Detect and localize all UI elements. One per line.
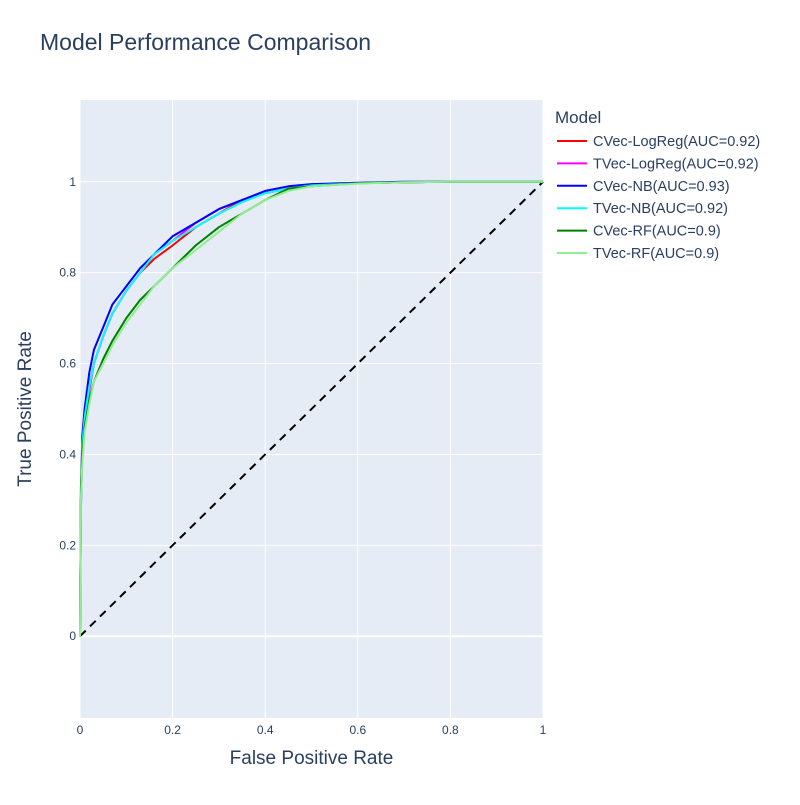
y-tick-label: 0.2 xyxy=(59,538,76,552)
x-tick-label: 0 xyxy=(77,723,84,737)
tick-labels: 0 0.2 0.4 0.6 0.8 1 0 0.2 0.4 0.6 0.8 1 xyxy=(59,175,546,737)
reference-line-layer xyxy=(79,181,544,637)
legend-label: CVec-RF(AUC=0.9) xyxy=(593,224,721,240)
x-tick-label: 0.2 xyxy=(164,723,181,737)
y-tick-label: 0.6 xyxy=(59,357,76,371)
y-tick-label: 0.4 xyxy=(59,447,76,461)
x-tick-label: 0.8 xyxy=(442,723,459,737)
y-tick-label: 1 xyxy=(69,175,76,189)
x-tick-label: 1 xyxy=(540,723,547,737)
legend-item[interactable]: CVec-LogReg(AUC=0.92) xyxy=(557,134,760,150)
y-tick-label: 0.8 xyxy=(59,266,76,280)
legend: Model CVec-LogReg(AUC=0.92) TVec-LogReg(A… xyxy=(555,108,760,262)
legend-label: TVec-LogReg(AUC=0.92) xyxy=(593,156,759,172)
reference-diagonal-line xyxy=(79,181,544,637)
legend-item[interactable]: CVec-NB(AUC=0.93) xyxy=(557,179,730,195)
legend-item[interactable]: TVec-LogReg(AUC=0.92) xyxy=(557,156,759,172)
legend-label: TVec-RF(AUC=0.9) xyxy=(593,246,719,262)
series-line-5 xyxy=(79,180,543,637)
legend-item[interactable]: TVec-NB(AUC=0.92) xyxy=(557,201,728,217)
grid-lines xyxy=(79,100,544,718)
x-tick-label: 0.6 xyxy=(349,723,366,737)
chart-title: Model Performance Comparison xyxy=(40,29,371,55)
legend-label: CVec-LogReg(AUC=0.92) xyxy=(593,134,760,150)
legend-title: Model xyxy=(555,108,601,127)
x-axis-label: False Positive Rate xyxy=(230,748,394,769)
legend-items: CVec-LogReg(AUC=0.92) TVec-LogReg(AUC=0.9… xyxy=(557,134,760,262)
y-tick-label: 0 xyxy=(69,629,76,643)
x-tick-label: 0.4 xyxy=(257,723,274,737)
legend-item[interactable]: TVec-RF(AUC=0.9) xyxy=(557,246,719,262)
legend-label: CVec-NB(AUC=0.93) xyxy=(593,179,730,195)
legend-item[interactable]: CVec-RF(AUC=0.9) xyxy=(557,224,721,240)
legend-label: TVec-NB(AUC=0.92) xyxy=(593,201,728,217)
y-axis-label: True Positive Rate xyxy=(15,331,36,487)
series-layer xyxy=(79,180,543,637)
